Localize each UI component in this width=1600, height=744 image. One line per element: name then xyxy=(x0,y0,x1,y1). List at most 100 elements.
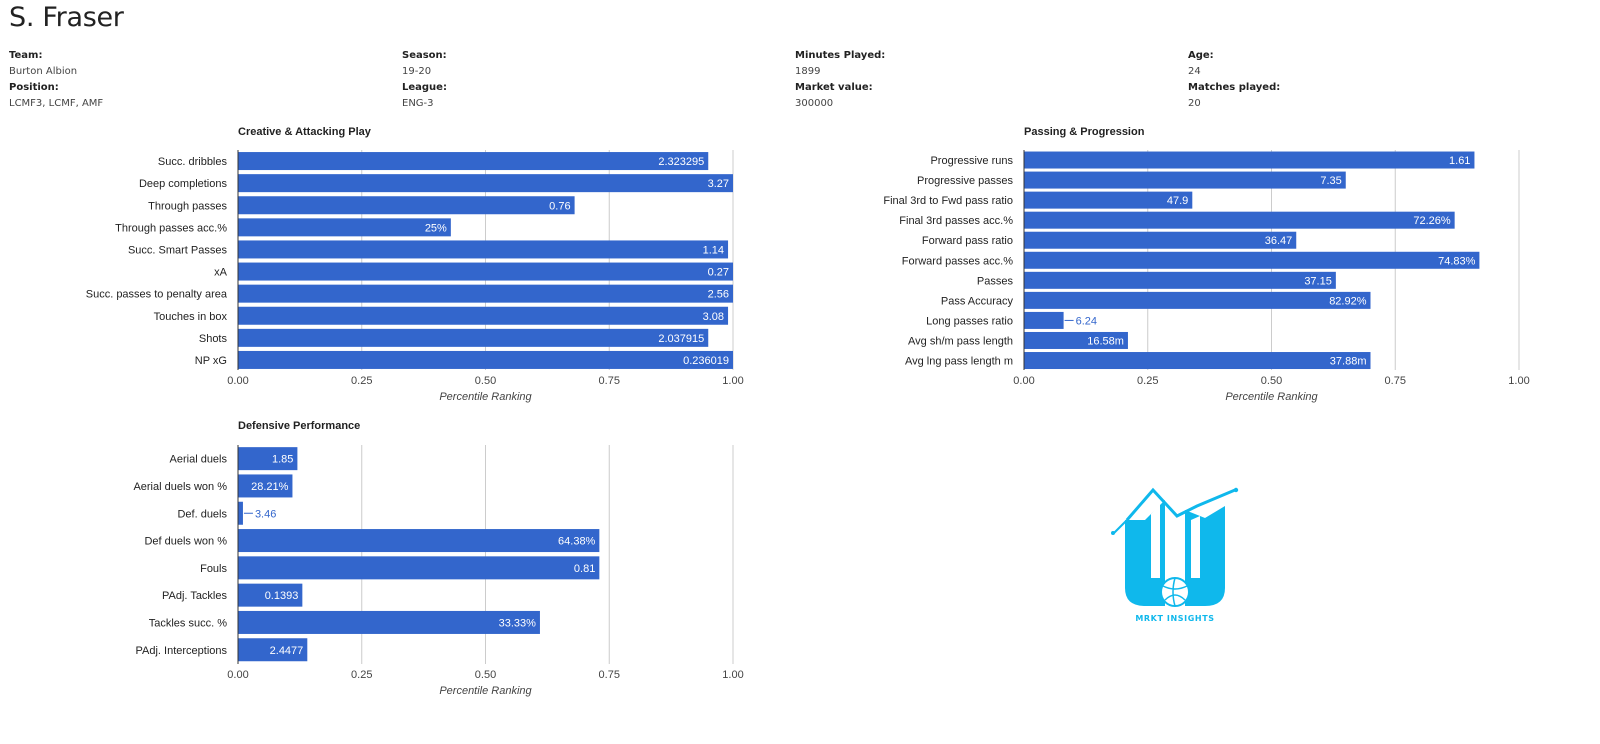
bar xyxy=(1024,171,1346,189)
minutes-label: Minutes Played: xyxy=(795,50,886,61)
category-label: Pass Accuracy xyxy=(941,295,1014,307)
season-label: Season: xyxy=(402,50,447,61)
data-label: 28.21% xyxy=(251,481,289,493)
tick-label: 0.50 xyxy=(475,669,496,681)
position-value: LCMF3, LCMF, AMF xyxy=(9,98,104,109)
bar xyxy=(1024,352,1371,370)
category-label: NP xG xyxy=(195,355,227,367)
category-label: Progressive runs xyxy=(930,155,1013,167)
category-label: Avg lng pass length m xyxy=(905,356,1013,368)
data-label: 47.9 xyxy=(1167,195,1188,207)
season-value: 19-20 xyxy=(402,66,432,77)
category-label: Def. duels xyxy=(177,508,227,520)
bar xyxy=(238,306,729,325)
category-label: Final 3rd passes acc.% xyxy=(899,215,1013,227)
info-team-position: Team: Burton Albion Position: LCMF3, LCM… xyxy=(9,48,103,112)
age-label: Age: xyxy=(1188,50,1214,61)
category-label: PAdj. Interceptions xyxy=(135,645,227,657)
category-label: Succ. Smart Passes xyxy=(128,244,228,256)
category-label: Aerial duels xyxy=(170,454,228,466)
category-label: Forward pass ratio xyxy=(922,235,1013,247)
bar xyxy=(238,152,709,171)
bar xyxy=(238,638,308,662)
data-label: 37.15 xyxy=(1304,275,1332,287)
position-label: Position: xyxy=(9,82,59,93)
category-label: Succ. dribbles xyxy=(158,156,228,168)
bar xyxy=(238,556,600,580)
category-label: Tackles succ. % xyxy=(149,617,227,629)
category-label: Forward passes acc.% xyxy=(902,255,1013,267)
matches-value: 20 xyxy=(1188,98,1201,109)
x-axis-title: Percentile Ranking xyxy=(439,391,532,403)
logo-text: MRKT INSIGHTS xyxy=(1135,614,1215,623)
tick-label: 1.00 xyxy=(1508,375,1529,387)
category-label: Progressive passes xyxy=(917,175,1013,187)
category-label: Touches in box xyxy=(154,311,228,323)
data-label: 74.83% xyxy=(1438,255,1476,267)
bar xyxy=(238,474,293,498)
category-label: Passes xyxy=(977,275,1014,287)
info-age-matches: Age: 24 Matches played: 20 xyxy=(1188,48,1280,112)
bar xyxy=(238,350,733,369)
bar xyxy=(1024,271,1336,289)
category-label: Def duels won % xyxy=(144,536,227,548)
bar xyxy=(238,174,733,193)
bar xyxy=(1024,231,1297,249)
data-label: 64.38% xyxy=(558,536,596,548)
mrkt-insights-logo-icon xyxy=(1111,487,1239,607)
data-label: 3.27 xyxy=(708,178,729,190)
tick-label: 0.25 xyxy=(351,669,372,681)
matches-label: Matches played: xyxy=(1188,82,1281,93)
tick-label: 0.75 xyxy=(599,375,620,387)
chart-title: Creative & Attacking Play xyxy=(238,126,372,138)
market-label: Market value: xyxy=(795,82,873,93)
tick-label: 0.00 xyxy=(1013,375,1034,387)
bar xyxy=(1024,151,1475,169)
bar xyxy=(238,610,540,634)
tick-label: 1.00 xyxy=(722,375,743,387)
category-label: Avg sh/m pass length xyxy=(908,335,1013,347)
data-label: 1.61 xyxy=(1449,155,1470,167)
league-value: ENG-3 xyxy=(402,98,434,109)
data-label: 2.4477 xyxy=(270,645,304,657)
data-label: 2.037915 xyxy=(658,333,704,345)
category-label: Succ. passes to penalty area xyxy=(86,289,228,301)
data-label: 0.27 xyxy=(708,267,729,279)
bar xyxy=(1024,331,1128,349)
tick-label: 0.50 xyxy=(475,375,496,387)
bar xyxy=(238,447,298,471)
data-label: 0.81 xyxy=(574,563,595,575)
tick-label: 0.50 xyxy=(1261,375,1282,387)
data-label: 0.76 xyxy=(549,200,570,212)
category-label: Shots xyxy=(199,333,228,345)
data-label: 3.08 xyxy=(703,311,724,323)
category-label: Deep completions xyxy=(139,178,228,190)
team-label: Team: xyxy=(9,50,43,61)
league-label: League: xyxy=(402,82,447,93)
bar xyxy=(238,328,709,347)
data-label: 16.58m xyxy=(1087,335,1124,347)
tick-label: 0.00 xyxy=(227,375,248,387)
data-label: 0.1393 xyxy=(265,590,299,602)
bar xyxy=(1024,191,1193,209)
data-label: 2.323295 xyxy=(658,156,704,168)
bar xyxy=(1024,291,1371,309)
category-label: Final 3rd to Fwd pass ratio xyxy=(883,195,1013,207)
tick-label: 0.25 xyxy=(1137,375,1158,387)
category-label: PAdj. Tackles xyxy=(162,590,228,602)
bar xyxy=(238,583,303,607)
category-label: Through passes xyxy=(148,200,227,212)
tick-label: 0.25 xyxy=(351,375,372,387)
category-label: Aerial duels won % xyxy=(133,481,227,493)
data-label: 2.56 xyxy=(708,289,729,301)
bar xyxy=(238,218,451,237)
tick-label: 0.00 xyxy=(227,669,248,681)
age-value: 24 xyxy=(1188,66,1201,77)
tick-label: 0.75 xyxy=(1385,375,1406,387)
data-label: 33.33% xyxy=(499,617,537,629)
bar xyxy=(238,284,733,303)
market-value: 300000 xyxy=(795,98,834,109)
